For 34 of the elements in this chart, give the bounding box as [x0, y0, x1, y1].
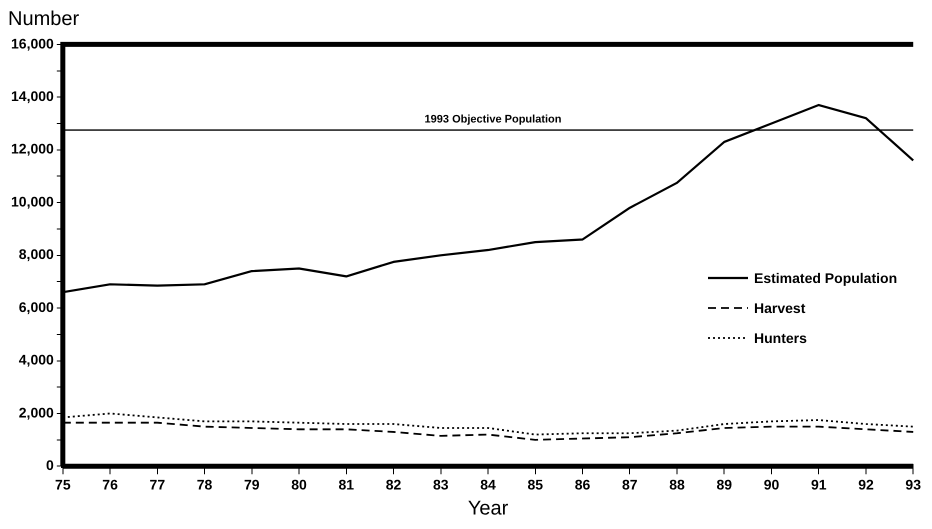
x-tick-label: 82 — [386, 476, 402, 492]
x-tick-label: 91 — [810, 476, 827, 492]
y-tick-label: 14,000 — [10, 88, 54, 104]
x-tick-label: 93 — [905, 476, 922, 492]
x-tick-label: 85 — [527, 476, 544, 492]
y-tick-label: 8,000 — [18, 246, 54, 262]
x-tick-label: 81 — [338, 476, 354, 492]
legend-label: Hunters — [754, 330, 807, 346]
legend-label: Harvest — [754, 300, 806, 316]
text: 2,000 — [18, 404, 54, 420]
y-tick-label: 10,000 — [10, 193, 54, 210]
ref-line-label: 1993 Objective Population — [424, 114, 562, 126]
y-tick-label: 4,000 — [18, 352, 54, 368]
y-axis-title: Number — [8, 8, 80, 31]
x-axis-title: Year — [468, 498, 509, 520]
y-tick-label: 16,000 — [10, 35, 54, 52]
y-tick-label: 12,000 — [10, 140, 54, 157]
x-tick-label: 80 — [291, 476, 308, 492]
x-tick-label: 79 — [244, 476, 260, 492]
x-tick-label: 76 — [102, 476, 118, 492]
x-tick-label: 77 — [150, 476, 166, 492]
x-tick-label: 88 — [669, 476, 685, 492]
legend-label: Estimated Population — [754, 270, 898, 286]
x-tick-label: 75 — [55, 476, 71, 492]
x-tick-label: 83 — [432, 476, 449, 492]
x-tick-label: 84 — [480, 476, 496, 492]
x-tick-label: 86 — [574, 476, 590, 492]
x-tick-label: 87 — [622, 476, 638, 492]
x-tick-label: 90 — [764, 476, 780, 492]
x-tick-label: 92 — [858, 476, 874, 492]
x-tick-label: 78 — [196, 476, 213, 492]
y-tick-label: 6,000 — [18, 298, 54, 315]
y-tick-label: 0 — [46, 457, 54, 474]
x-tick-label: 89 — [716, 476, 732, 492]
